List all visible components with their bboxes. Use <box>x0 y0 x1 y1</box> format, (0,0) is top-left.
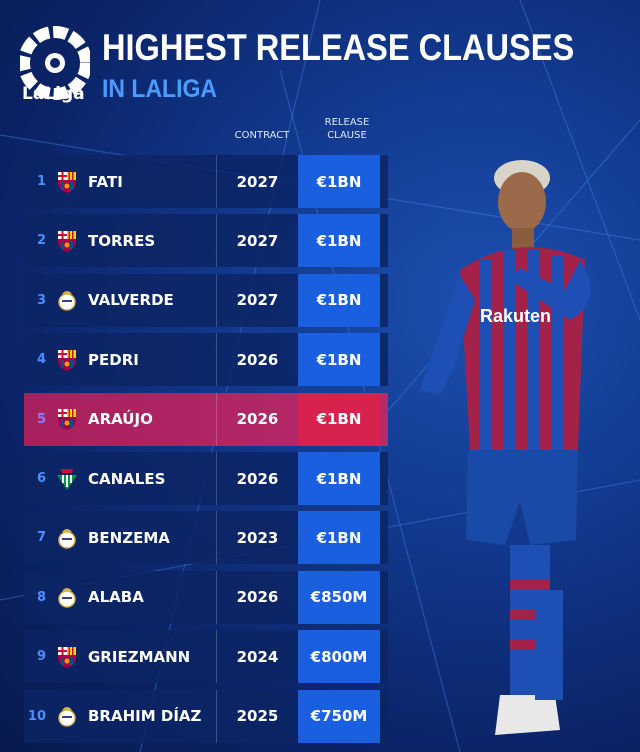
player-name: ALABA <box>88 588 144 607</box>
page-title: HIGHEST RELEASE CLAUSES <box>102 27 575 68</box>
rank: 10 <box>27 708 46 724</box>
divider <box>216 273 217 327</box>
player-name: FATI <box>88 172 123 191</box>
divider <box>216 689 217 743</box>
divider <box>216 155 217 208</box>
release-clause: €1BN <box>298 511 380 565</box>
player-name: PEDRI <box>88 350 139 369</box>
barcelona-crest-icon <box>56 407 78 431</box>
rank: 3 <box>36 292 46 308</box>
player-name: VALVERDE <box>88 291 174 310</box>
logo-text: LaLiga <box>22 84 85 104</box>
player-name: CANALES <box>88 469 166 488</box>
rank: 4 <box>36 352 46 368</box>
contract-year: 2025 <box>236 707 279 726</box>
table-row: 9 GRIEZMANN 2024 €800M <box>24 630 388 684</box>
divider <box>216 214 217 268</box>
divider <box>216 452 217 505</box>
release-clause: €750M <box>298 689 380 743</box>
player-name: TORRES <box>88 231 156 250</box>
real-madrid-crest-icon <box>56 288 78 312</box>
contract-year: 2027 <box>236 172 279 191</box>
contract-year: 2027 <box>236 291 279 310</box>
contract-year: 2024 <box>236 647 279 666</box>
rank: 5 <box>36 411 46 427</box>
contract-year: 2026 <box>236 469 279 488</box>
player-name: ARAÚJO <box>88 410 153 429</box>
rank: 2 <box>36 233 46 249</box>
divider <box>216 511 217 565</box>
rank: 7 <box>36 530 46 546</box>
table-row: 3 VALVERDE 2027 €1BN <box>24 273 388 327</box>
rank: 1 <box>36 174 46 189</box>
shirt-sponsor: Rakuten <box>480 306 551 326</box>
real-betis-crest-icon <box>56 467 78 491</box>
table-row: 10 BRAHIM DÍAZ 2025 €750M <box>24 689 388 743</box>
table-row: 5 ARAÚJO 2026 €1BN <box>24 392 388 446</box>
contract-year: 2026 <box>236 410 279 429</box>
release-clause: €1BN <box>298 273 380 327</box>
contract-year: 2026 <box>236 588 279 607</box>
contract-year: 2027 <box>236 231 279 250</box>
divider <box>216 630 217 684</box>
rank: 8 <box>36 589 46 605</box>
table-row: 4 PEDRI 2026 €1BN <box>24 333 388 387</box>
table-row: 7 BENZEMA 2023 €1BN <box>24 511 388 565</box>
header-line: CLAUSE <box>327 130 367 141</box>
player-image: Rakuten <box>420 160 591 735</box>
barcelona-crest-icon <box>56 170 78 194</box>
contract-year: 2026 <box>236 350 279 369</box>
real-madrid-crest-icon <box>56 526 78 550</box>
laliga-logo-icon <box>20 26 90 100</box>
page-subtitle: IN LALIGA <box>102 75 217 103</box>
divider <box>216 392 217 446</box>
release-clause: €850M <box>298 570 380 624</box>
release-clause: €1BN <box>298 155 380 208</box>
divider <box>216 570 217 624</box>
divider <box>216 333 217 387</box>
column-header-contract: CONTRACT <box>234 130 290 141</box>
header-line: RELEASE <box>324 117 370 128</box>
table-row: 8 ALABA 2026 €850M <box>24 570 388 624</box>
release-clause: €800M <box>298 630 380 684</box>
release-clause: €1BN <box>298 452 380 505</box>
release-clause: €1BN <box>298 392 380 446</box>
table-row: 1 FATI 2027 €1BN <box>24 155 388 208</box>
table-row: 2 TORRES 2027 €1BN <box>24 214 388 268</box>
player-name: BENZEMA <box>88 528 170 547</box>
player-name: GRIEZMANN <box>88 647 191 666</box>
rank: 9 <box>36 649 46 665</box>
column-header-release-clause: RELEASE CLAUSE <box>306 116 388 142</box>
table-row: 6 CANALES 2026 €1BN <box>24 452 388 505</box>
barcelona-crest-icon <box>56 645 78 669</box>
release-clause: €1BN <box>298 333 380 387</box>
real-madrid-crest-icon <box>56 704 78 728</box>
release-clause: €1BN <box>298 214 380 268</box>
barcelona-crest-icon <box>56 229 78 253</box>
barcelona-crest-icon <box>56 348 78 372</box>
player-name: BRAHIM DÍAZ <box>88 707 202 726</box>
contract-year: 2023 <box>236 528 279 547</box>
rank: 6 <box>36 471 46 486</box>
real-madrid-crest-icon <box>56 585 78 609</box>
